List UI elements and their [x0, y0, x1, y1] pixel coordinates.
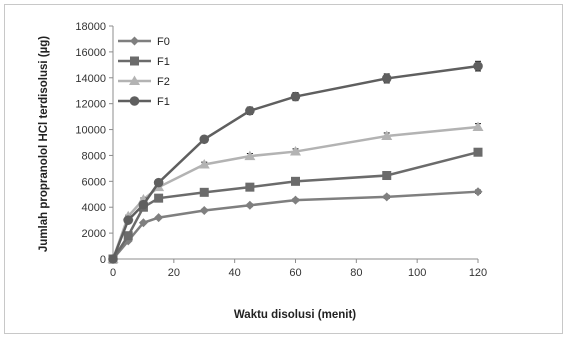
series-layer [107, 60, 484, 264]
legend: F0 F1 F2 F1 [118, 36, 170, 108]
legend-item: F2 [118, 75, 170, 88]
x-tick-label: 80 [350, 267, 362, 279]
legend-label: F2 [157, 76, 170, 88]
y-tick-label: 10000 [75, 125, 106, 137]
x-tick-label: 60 [289, 267, 301, 279]
data-point [198, 159, 210, 169]
data-point [123, 231, 133, 241]
series-f1-2 [108, 147, 483, 264]
series-f1-4 [108, 60, 483, 264]
data-point [382, 192, 392, 202]
data-point [472, 121, 484, 131]
data-point [123, 215, 134, 225]
data-point [290, 146, 301, 156]
data-point [381, 130, 393, 141]
legend-marker [129, 75, 140, 85]
x-tick-label: 20 [168, 267, 180, 279]
chart-frame [4, 4, 563, 334]
y-tick-label: 0 [100, 254, 106, 266]
data-point [244, 150, 256, 161]
legend-label: F0 [157, 36, 170, 48]
y-tick-label: 12000 [75, 99, 106, 111]
data-point [473, 61, 483, 71]
legend-label: F1 [157, 96, 170, 108]
data-point [245, 182, 255, 192]
legend-label: F1 [157, 56, 170, 68]
data-point [473, 187, 483, 197]
data-point [245, 200, 255, 210]
data-point [199, 134, 210, 145]
data-point [154, 213, 164, 223]
y-axis: 0 2000 4000 6000 8000 10000 12000 14000 16000 180… [75, 21, 114, 266]
data-point [199, 187, 209, 197]
x-tick-label: 0 [110, 267, 116, 279]
data-point [473, 147, 483, 157]
data-point [199, 205, 209, 215]
data-point [108, 254, 118, 264]
y-tick-label: 8000 [82, 150, 106, 162]
legend-marker [130, 56, 139, 66]
data-point [291, 176, 300, 186]
legend-item: F1 [118, 56, 170, 68]
y-tick-label: 18000 [75, 21, 106, 33]
y-tick-label: 6000 [82, 176, 106, 188]
legend-marker [130, 36, 139, 46]
legend-item: F1 [118, 96, 170, 108]
x-axis: 0 20 40 60 80 100 120 [110, 258, 487, 279]
data-point [138, 218, 148, 228]
data-point [153, 177, 164, 188]
x-tick-label: 120 [469, 267, 487, 279]
legend-marker [129, 96, 140, 106]
x-axis-label: Waktu disolusi (menit) [234, 309, 356, 321]
y-tick-label: 14000 [75, 73, 106, 85]
data-point [381, 73, 392, 84]
data-point [245, 105, 255, 116]
legend-item: F0 [118, 36, 170, 48]
series-line [111, 150, 479, 260]
data-point [290, 91, 301, 102]
y-tick-label: 2000 [82, 228, 106, 240]
data-point [382, 171, 392, 181]
x-tick-label: 100 [408, 267, 426, 279]
y-tick-label: 16000 [75, 47, 106, 59]
data-point [291, 195, 300, 205]
data-point [138, 199, 149, 210]
y-axis-label: Jumlah propranolol HCl terdisolusi (µg) [38, 36, 50, 252]
x-tick-label: 40 [229, 267, 241, 279]
data-point [154, 193, 164, 203]
y-tick-label: 4000 [82, 202, 106, 214]
series-f2-3 [107, 121, 484, 263]
